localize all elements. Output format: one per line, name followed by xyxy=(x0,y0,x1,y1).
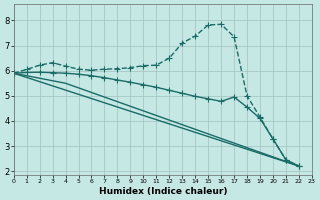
X-axis label: Humidex (Indice chaleur): Humidex (Indice chaleur) xyxy=(99,187,227,196)
